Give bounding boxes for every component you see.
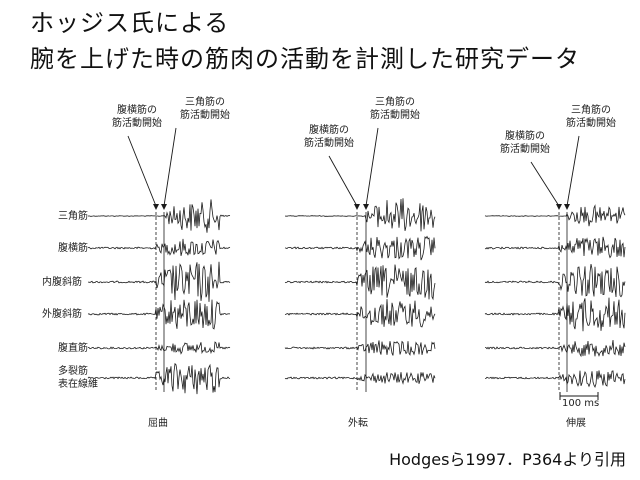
annotation-delt-onset-2: 三角筋の 筋活動開始 <box>370 96 420 122</box>
emg-trace-p2-r2 <box>284 235 436 261</box>
arrowhead-delt-p2 <box>363 204 369 210</box>
emg-trace-p1-r3 <box>88 261 231 302</box>
emg-trace-p2-r6 <box>284 372 436 385</box>
emg-trace-p3-r5 <box>485 339 626 358</box>
annotation-ta-line1: 腹横筋の <box>505 131 545 142</box>
annotation-delt-line2: 筋活動開始 <box>180 110 230 121</box>
emg-trace-p3-r4 <box>484 297 626 332</box>
muscle-label-external-oblique: 外腹斜筋 <box>42 309 82 320</box>
emg-trace-p3-r6 <box>484 370 626 389</box>
annotation-ta-onset-2: 腹横筋の 筋活動開始 <box>304 124 354 150</box>
annotation-delt-line2: 筋活動開始 <box>370 110 420 121</box>
condition-label-extension: 伸展 <box>566 418 586 429</box>
annotation-ta-line2: 筋活動開始 <box>112 118 162 129</box>
annotation-ta-onset-1: 腹横筋の 筋活動開始 <box>112 104 162 130</box>
muscle-label-internal-oblique: 内腹斜筋 <box>42 277 82 288</box>
annotation-delt-line1: 三角筋の <box>185 97 225 108</box>
annotation-delt-onset-3: 三角筋の 筋活動開始 <box>566 104 616 130</box>
emg-trace-p2-r5 <box>284 340 436 356</box>
arrowhead-delt-p1 <box>161 204 167 210</box>
emg-trace-p2-r4 <box>284 299 436 328</box>
arrow-ta-p2 <box>328 155 358 207</box>
emg-trace-p3-r2 <box>484 236 626 259</box>
citation: Hodgesら1997．P364より引用 <box>389 450 626 469</box>
annotation-ta-line1: 腹横筋の <box>309 125 349 136</box>
arrow-ta-p1 <box>127 135 157 207</box>
slide-title-line-2: 腕を上げた時の筋肉の活動を計測した研究データ <box>30 45 580 73</box>
annotation-delt-line2: 筋活動開始 <box>566 118 616 129</box>
emg-trace-p2-r1 <box>284 198 436 232</box>
arrow-delt-p1 <box>163 127 177 207</box>
annotation-ta-line1: 腹横筋の <box>117 105 157 116</box>
annotation-ta-line2: 筋活動開始 <box>500 144 550 155</box>
annotation-delt-onset-1: 三角筋の 筋活動開始 <box>180 96 230 122</box>
emg-trace-p3-r3 <box>484 264 626 298</box>
emg-trace-p2-r3 <box>284 264 436 301</box>
arrowhead-ta-p3 <box>556 204 562 210</box>
emg-trace-p3-r1 <box>484 204 626 227</box>
emg-traces-svg <box>87 127 626 400</box>
slide-title-line-1: ホッジス氏による <box>30 9 230 37</box>
condition-label-flexion: 屈曲 <box>148 418 168 429</box>
annotation-ta-onset-3: 腹横筋の 筋活動開始 <box>500 130 550 156</box>
annotation-ta-line2: 筋活動開始 <box>304 138 354 149</box>
muscle-label-multifidus: 多裂筋 表在線維 <box>58 366 98 390</box>
emg-trace-p1-r6 <box>87 362 231 395</box>
muscle-label-transversus: 腹横筋 <box>58 243 88 254</box>
arrowhead-ta-p2 <box>354 204 360 210</box>
muscle-label-rectus-abdominis: 腹直筋 <box>58 343 88 354</box>
arrow-ta-p3 <box>530 161 560 207</box>
arrowhead-ta-p1 <box>153 204 159 210</box>
emg-trace-p1-r5 <box>87 341 231 355</box>
emg-trace-p1-r1 <box>87 199 231 233</box>
scale-bar-label: 100 ms <box>562 398 600 409</box>
annotation-delt-line1: 三角筋の <box>571 105 611 116</box>
emg-figure: 三角筋 腹横筋 内腹斜筋 外腹斜筋 腹直筋 多裂筋 表在線維 腹横筋の 筋活動開… <box>30 92 630 432</box>
annotation-delt-line1: 三角筋の <box>375 97 415 108</box>
emg-trace-p1-r2 <box>87 238 231 256</box>
emg-trace-p1-r4 <box>87 299 231 330</box>
arrow-delt-p3 <box>566 135 580 207</box>
arrowhead-delt-p3 <box>564 204 570 210</box>
arrow-delt-p2 <box>365 127 379 207</box>
muscle-label-deltoid: 三角筋 <box>58 211 88 222</box>
condition-label-abduction: 外転 <box>348 418 368 429</box>
